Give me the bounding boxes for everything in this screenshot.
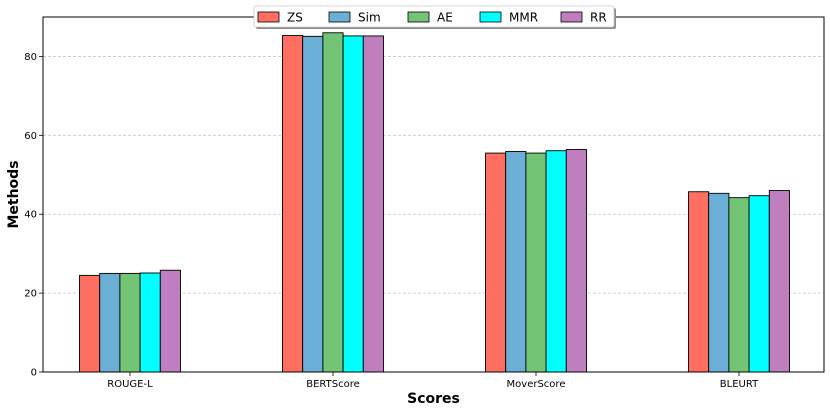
x-tick-label: BLEURT xyxy=(720,379,759,390)
x-axis-title: Scores xyxy=(407,391,460,407)
legend-swatch-zs xyxy=(257,11,280,23)
bar-zs-rouge-l xyxy=(79,274,101,373)
legend-swatch-rr xyxy=(560,11,583,23)
y-axis: 0 20 40 60 80 xyxy=(24,52,43,379)
bar-rr-bertscore xyxy=(362,35,384,373)
bar-ae-moverscore xyxy=(525,152,547,373)
bar-rr-moverscore xyxy=(565,149,587,373)
bar-zs-bleurt xyxy=(688,191,710,373)
x-axis: ROUGE-L BERTScore MoverScore BLEURT xyxy=(107,372,759,390)
legend-label-zs: ZS xyxy=(287,11,303,25)
legend-label-sim: Sim xyxy=(358,11,381,25)
bars xyxy=(79,32,790,373)
y-tick-label: 0 xyxy=(31,368,37,379)
y-axis-title: Methods xyxy=(6,160,22,228)
legend-swatch-ae xyxy=(407,11,430,23)
x-tick-label: BERTScore xyxy=(306,379,360,390)
legend-label-rr: RR xyxy=(590,11,607,25)
bar-ae-rouge-l xyxy=(119,272,141,373)
x-tick-label: MoverScore xyxy=(507,379,566,390)
bar-zs-moverscore xyxy=(485,152,507,373)
legend: ZS Sim AE MMR RR xyxy=(253,5,616,29)
bar-mmr-bertscore xyxy=(342,35,364,373)
x-tick-label: ROUGE-L xyxy=(107,379,153,390)
legend-box xyxy=(253,5,615,28)
bar-sim-bertscore xyxy=(302,35,324,373)
y-tick-label: 60 xyxy=(24,131,37,142)
bar-mmr-rouge-l xyxy=(139,272,161,373)
bar-mmr-bleurt xyxy=(748,195,770,373)
legend-swatch-sim xyxy=(328,11,351,23)
bar-rr-bleurt xyxy=(768,190,790,373)
y-tick-label: 80 xyxy=(24,52,37,63)
bar-sim-rouge-l xyxy=(99,272,121,373)
bar-sim-moverscore xyxy=(505,151,527,373)
bar-rr-rouge-l xyxy=(159,269,181,373)
legend-label-mmr: MMR xyxy=(509,11,538,25)
legend-label-ae: AE xyxy=(437,11,453,25)
legend-swatch-mmr xyxy=(479,11,502,23)
y-tick-label: 40 xyxy=(24,210,37,221)
bar-ae-bertscore xyxy=(322,32,344,373)
bar-mmr-moverscore xyxy=(545,150,567,373)
bar-sim-bleurt xyxy=(708,192,730,373)
bar-zs-bertscore xyxy=(282,35,304,373)
bar-ae-bleurt xyxy=(728,197,750,373)
y-tick-label: 20 xyxy=(24,289,37,300)
